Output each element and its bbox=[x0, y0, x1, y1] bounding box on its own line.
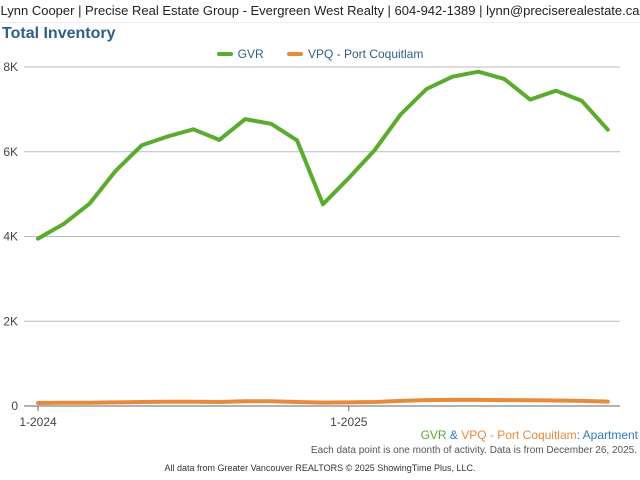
data-footer: All data from Greater Vancouver REALTORS… bbox=[164, 463, 476, 473]
x-tick-label-1-2025: 1-2025 bbox=[330, 415, 368, 429]
grid-lines bbox=[24, 66, 620, 407]
chart-legend: GVR VPQ - Port Coquitlam bbox=[0, 45, 640, 61]
y-tick-labels: 0 2K 4K 6K 8K bbox=[3, 60, 18, 413]
legend-label-vpq: VPQ - Port Coquitlam bbox=[307, 47, 424, 61]
caption-sep: : bbox=[576, 428, 583, 442]
y-tick-label-4K: 4K bbox=[3, 230, 18, 244]
series-line-gvr bbox=[36, 69, 610, 241]
data-note: Each data point is one month of activity… bbox=[310, 445, 637, 456]
agent-header: Lynn Cooper | Precise Real Estate Group … bbox=[0, 0, 640, 23]
caption-amp: & bbox=[446, 428, 462, 442]
series-lines bbox=[36, 69, 610, 405]
caption-type: Apartment bbox=[582, 428, 638, 442]
legend-label-gvr: GVR bbox=[237, 47, 264, 61]
x-tick-label-1-2024: 1-2024 bbox=[19, 415, 57, 429]
caption-gvr: GVR bbox=[420, 428, 447, 442]
chart-caption: GVR & VPQ - Port Coquitlam: Apartment bbox=[421, 428, 638, 442]
y-tick-label-2K: 2K bbox=[3, 314, 18, 328]
y-tick-label-0: 0 bbox=[11, 399, 18, 413]
caption-vpq: VPQ - Port Coquitlam bbox=[461, 428, 577, 442]
legend-item-vpq[interactable]: VPQ - Port Coquitlam bbox=[286, 47, 424, 61]
series-line-vpq bbox=[36, 397, 610, 405]
legend-swatch-vpq bbox=[286, 52, 303, 56]
x-tick-labels: 1-2024 1-2025 bbox=[19, 406, 368, 429]
chart-title: Total Inventory bbox=[2, 25, 116, 42]
y-tick-label-8K: 8K bbox=[3, 60, 18, 74]
legend-swatch-gvr bbox=[216, 52, 233, 56]
legend-item-gvr[interactable]: GVR bbox=[216, 47, 264, 61]
y-tick-label-6K: 6K bbox=[3, 145, 18, 159]
